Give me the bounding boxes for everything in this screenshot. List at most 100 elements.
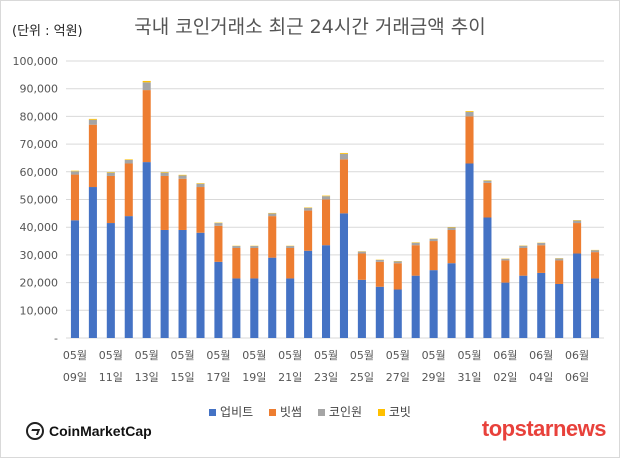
bar-segment [357,279,366,338]
coinmarketcap-text: CoinMarketCap [49,423,152,439]
bar-segment [411,242,420,246]
y-tick-label: 100,000 [13,55,59,68]
bar-segment [160,172,169,173]
y-tick-label: 30,000 [20,249,59,262]
bar-segment [304,250,313,338]
x-tick-label-day: 17일 [206,370,230,384]
bar-segment [232,246,241,248]
y-tick-label: 20,000 [20,277,59,290]
bar-segment [196,183,205,184]
legend-label: 코빗 [388,405,411,419]
bar-segment [429,241,438,271]
x-tick-label-day: 06일 [565,370,589,384]
x-tick-label-day: 19일 [242,370,266,384]
bar-segment [321,195,331,197]
bar-segment [411,245,420,276]
bar-segment [537,272,546,338]
bar-segment [573,220,582,224]
bar-segment [286,246,295,248]
bar-segment [339,153,349,160]
bar-segment [501,282,510,338]
bar-segment [106,172,115,173]
bar-segment [393,261,402,264]
bar-segment [465,163,474,338]
bar-segment [214,223,223,226]
legend-item-bithumb: 빗썸 [268,403,303,420]
x-tick-label-month: 05월 [63,349,87,362]
bar-segment [590,252,600,279]
unit-label: (단위 : 억원) [12,24,83,39]
bar-segment [321,196,331,200]
x-tick-label-month: 05월 [171,349,195,362]
y-tick-label: 70,000 [20,138,59,151]
bar-segment [573,253,582,338]
bar-segment [142,82,151,91]
bar-segment [88,119,97,125]
x-tick-label-month: 05월 [99,349,123,362]
bar-segment [357,251,366,254]
bar-segment [339,213,349,338]
bar-segment [393,263,402,290]
bar-segment [232,278,241,338]
y-tick-label: 50,000 [20,194,59,207]
bar-segment [537,245,546,273]
bar-segment [555,258,564,261]
bar-segment [160,229,169,338]
bar-segment [178,174,187,176]
bar-segment [447,229,456,264]
bar-segment [70,174,80,221]
y-tick-label: 60,000 [20,166,59,179]
bar-segment [501,258,510,261]
bar-segment [519,275,528,338]
bar-segment [375,261,384,287]
bar-segment [88,124,97,188]
bar-segment [124,216,133,338]
bar-segment [196,183,205,188]
bar-segment [178,178,187,230]
x-tick-label-day: 13일 [135,370,159,384]
bar-segment [160,172,169,176]
bar-segment [483,180,492,183]
x-tick-label-month: 05월 [350,349,374,362]
legend-label: 코인원 [328,405,363,419]
bar-segment [519,245,528,248]
chart-title: 국내 코인거래소 최근 24시간 거래금액 추이 [134,16,486,38]
bar-segment [106,223,115,338]
x-tick-label-month: 06월 [565,349,589,362]
bar-segment [142,162,151,338]
x-tick-label-month: 05월 [206,349,230,362]
bar-segment [519,247,528,276]
bar-segment [573,223,582,254]
legend-label: 빗썸 [279,405,303,419]
bar-segment [142,90,151,163]
bar-segment [250,278,259,338]
x-tick-label-month: 05월 [314,349,338,362]
bar-segment [590,278,600,338]
x-tick-label-month: 05월 [242,349,266,362]
bar-segment [214,261,223,338]
bar-segment [178,175,187,179]
bar-segment [250,247,259,279]
bar-segment [321,199,331,246]
bar-segment [160,175,169,230]
x-tick-label-month: 05월 [278,349,302,362]
bar-segment [268,213,277,217]
x-tick-label-day: 04일 [529,370,553,384]
bar-segment [447,263,456,338]
bar-segment [357,253,366,280]
bar-segment [70,171,80,175]
bar-segment [178,229,187,338]
x-tick-label-month: 06월 [529,349,553,362]
x-tick-label-day: 27일 [386,370,410,384]
bar-segment [465,111,474,112]
bar-segment [304,207,313,211]
bar-segment [232,247,241,279]
x-tick-label-day: 29일 [422,370,446,384]
bar-segment [429,270,438,338]
bar-segment [483,217,492,338]
x-tick-label-month: 05월 [386,349,410,362]
legend-label: 업비트 [220,405,254,419]
x-tick-label-month: 05월 [422,349,446,362]
y-tick-label: 10,000 [20,304,59,317]
bar-segment [268,216,277,258]
